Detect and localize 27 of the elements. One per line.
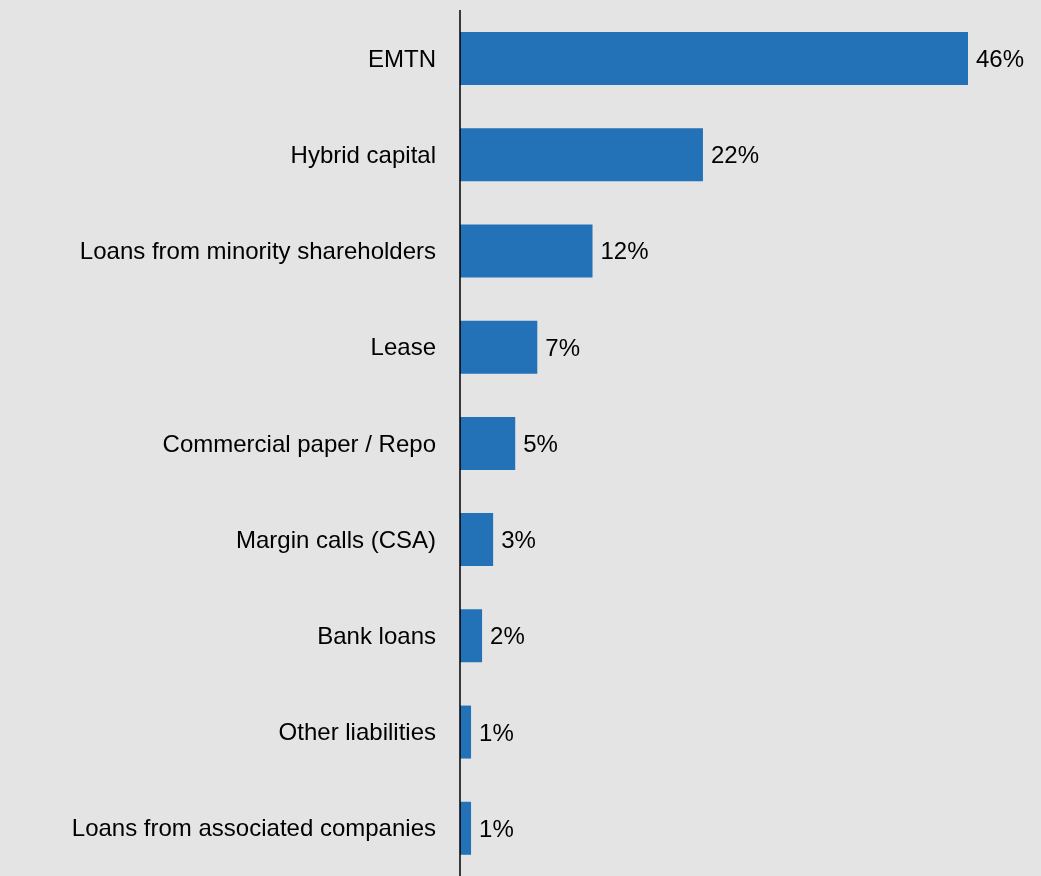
y-tick-label: Margin calls (CSA) bbox=[235, 525, 436, 553]
data-label: 2% bbox=[490, 622, 525, 650]
bar bbox=[460, 320, 538, 374]
y-tick-label: EMTN bbox=[368, 44, 436, 72]
data-label: 46% bbox=[976, 45, 1025, 73]
bar bbox=[460, 609, 483, 663]
bar bbox=[460, 32, 968, 85]
data-label: 22% bbox=[710, 141, 759, 169]
data-label: 1% bbox=[479, 718, 514, 746]
data-label: 12% bbox=[600, 237, 649, 265]
y-tick-label: Commercial paper / Repo bbox=[162, 429, 436, 457]
bar bbox=[460, 801, 472, 855]
bar bbox=[460, 224, 593, 278]
data-label: 7% bbox=[545, 333, 580, 361]
data-label: 5% bbox=[523, 429, 558, 457]
data-label: 3% bbox=[501, 526, 536, 554]
y-tick-label: Lease bbox=[370, 333, 436, 361]
bar bbox=[460, 513, 494, 567]
data-label: 1% bbox=[479, 814, 514, 842]
y-tick-label: Loans from minority shareholders bbox=[79, 237, 436, 265]
y-tick-label: Hybrid capital bbox=[290, 140, 436, 168]
bar bbox=[460, 416, 516, 470]
y-tick-label: Other liabilities bbox=[278, 718, 436, 746]
bar bbox=[460, 128, 703, 182]
y-tick-label: Loans from associated companies bbox=[71, 814, 436, 842]
y-tick-label: Bank loans bbox=[317, 621, 436, 649]
bar bbox=[460, 705, 472, 759]
